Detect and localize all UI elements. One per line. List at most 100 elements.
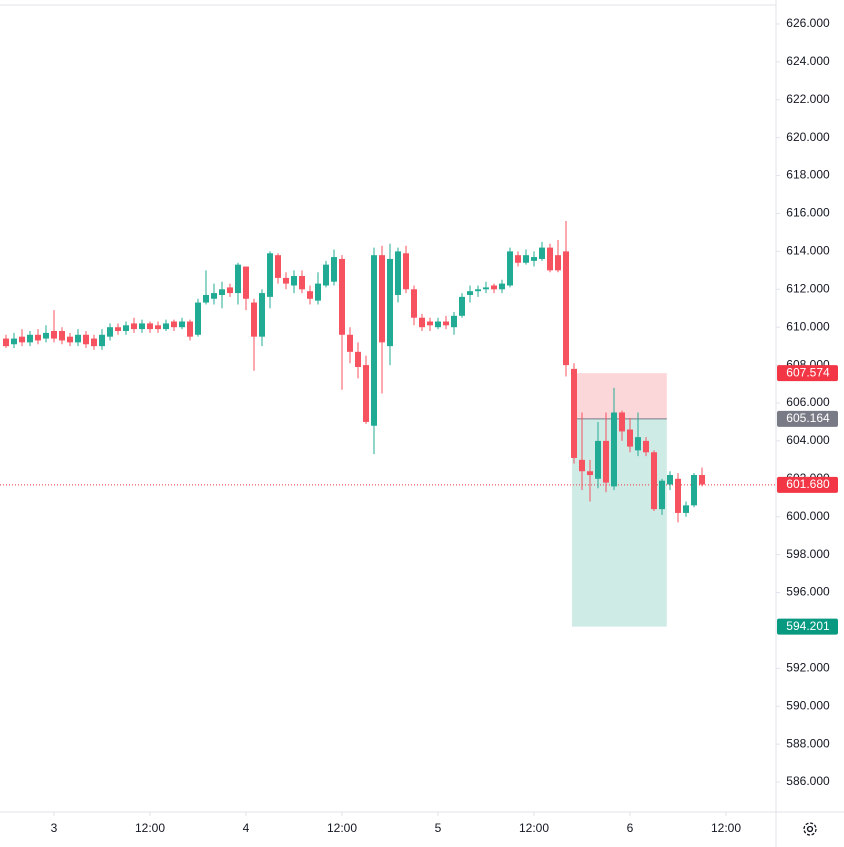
y-tick-label: 626.000 bbox=[786, 16, 830, 30]
candle-body bbox=[27, 334, 33, 343]
y-tick-label: 612.000 bbox=[786, 281, 830, 295]
candle-body bbox=[51, 330, 57, 339]
candle-body bbox=[379, 255, 385, 343]
candle-body bbox=[387, 258, 393, 347]
candle-body bbox=[451, 315, 457, 328]
candle-body bbox=[131, 323, 137, 330]
candle-body bbox=[419, 317, 425, 328]
y-tick-label: 592.000 bbox=[786, 661, 830, 675]
candle-body bbox=[43, 332, 49, 339]
candle-body bbox=[219, 289, 225, 295]
candle-body bbox=[467, 291, 473, 295]
candle-body bbox=[443, 321, 449, 326]
settings-icon[interactable] bbox=[803, 822, 817, 836]
candle-body bbox=[491, 285, 497, 290]
candle-body bbox=[267, 253, 273, 297]
candle-body bbox=[195, 302, 201, 335]
candle-body bbox=[187, 321, 193, 337]
candle-body bbox=[179, 321, 185, 328]
candle-body bbox=[547, 247, 553, 271]
y-tick-label: 622.000 bbox=[786, 92, 830, 106]
candle-body bbox=[563, 251, 569, 366]
y-tick-label: 600.000 bbox=[786, 509, 830, 523]
x-tick-label: 3 bbox=[51, 821, 58, 835]
candle-body bbox=[235, 264, 241, 294]
candle-body bbox=[579, 459, 585, 472]
y-tick-label: 614.000 bbox=[786, 244, 830, 258]
candle-body bbox=[539, 247, 545, 259]
candle-body bbox=[459, 296, 465, 316]
candle-body bbox=[555, 255, 561, 271]
target-zone bbox=[572, 418, 667, 627]
candle-body bbox=[171, 321, 177, 328]
candle-body bbox=[91, 338, 97, 347]
candle-body bbox=[35, 334, 41, 341]
candle-body bbox=[83, 334, 89, 345]
candle-body bbox=[435, 321, 441, 328]
candle-body bbox=[155, 325, 161, 330]
candle-body bbox=[475, 289, 481, 292]
candle-body bbox=[403, 253, 409, 290]
candle-body bbox=[691, 475, 697, 506]
y-tick-label: 616.000 bbox=[786, 206, 830, 220]
x-tick-label: 12:00 bbox=[135, 821, 165, 835]
candle-body bbox=[627, 429, 633, 447]
candle-body bbox=[307, 291, 313, 299]
candle-body bbox=[595, 440, 601, 479]
candle-body bbox=[411, 289, 417, 318]
y-tick-label: 604.000 bbox=[786, 433, 830, 447]
entry-price-label-bg bbox=[777, 410, 838, 427]
candle-body bbox=[59, 330, 65, 341]
y-tick-label: 606.000 bbox=[786, 395, 830, 409]
candle-body bbox=[251, 302, 257, 337]
candle-body bbox=[67, 336, 73, 343]
candle-body bbox=[227, 287, 233, 294]
candle-body bbox=[611, 412, 617, 487]
candle-body bbox=[291, 276, 297, 286]
candle-body bbox=[675, 478, 681, 513]
target-price-label-bg bbox=[777, 618, 838, 635]
candle-body bbox=[395, 251, 401, 295]
x-tick-label: 12:00 bbox=[711, 821, 741, 835]
candle-body bbox=[11, 338, 17, 345]
candle-body bbox=[339, 258, 345, 335]
y-tick-label: 610.000 bbox=[786, 319, 830, 333]
stop-price-label-bg bbox=[777, 365, 838, 382]
candle-body bbox=[483, 287, 489, 290]
candle-body bbox=[259, 293, 265, 337]
x-tick-label: 6 bbox=[627, 821, 634, 835]
candle-body bbox=[299, 276, 305, 290]
entry-price-label: 605.164 bbox=[786, 411, 830, 425]
y-tick-label: 588.000 bbox=[786, 736, 830, 750]
candle-body bbox=[643, 440, 649, 453]
candle-body bbox=[3, 338, 9, 347]
candle-body bbox=[75, 334, 81, 343]
stop-price-label: 607.574 bbox=[786, 365, 830, 379]
last-price-label-bg bbox=[777, 476, 838, 493]
candle-body bbox=[123, 325, 129, 331]
last-price-label: 601.680 bbox=[786, 477, 830, 491]
candle-body bbox=[659, 480, 665, 510]
candle-body bbox=[363, 365, 369, 422]
candle-body bbox=[699, 475, 705, 485]
candle-body bbox=[99, 334, 105, 347]
y-tick-label: 598.000 bbox=[786, 547, 830, 561]
candle-body bbox=[651, 452, 657, 510]
stop-zone bbox=[572, 373, 667, 419]
y-tick-label: 624.000 bbox=[786, 54, 830, 68]
candle-body bbox=[275, 255, 281, 278]
candle-body bbox=[499, 283, 505, 290]
candle-body bbox=[587, 471, 593, 476]
candle-body bbox=[323, 264, 329, 286]
candle-body bbox=[571, 368, 577, 458]
candle-body bbox=[523, 255, 529, 263]
y-tick-label: 586.000 bbox=[786, 774, 830, 788]
y-tick-label: 596.000 bbox=[786, 585, 830, 599]
candle-body bbox=[107, 327, 113, 337]
candle-body bbox=[115, 327, 121, 331]
candle-body bbox=[507, 251, 513, 286]
candle-body bbox=[147, 323, 153, 330]
target-price-label: 594.201 bbox=[786, 619, 830, 633]
candle-body bbox=[315, 283, 321, 301]
